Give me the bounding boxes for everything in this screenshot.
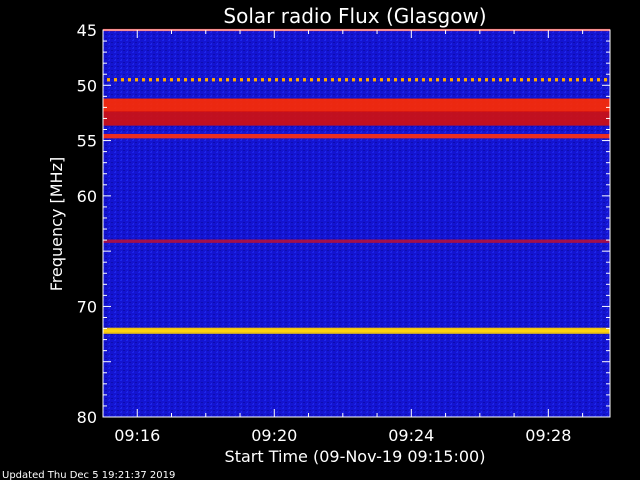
band-dash-1-10 (177, 78, 180, 82)
y-tick-label-2: 55 (77, 132, 97, 151)
band-dash-1-51 (464, 78, 467, 82)
band-dash-1-65 (562, 78, 565, 82)
band-dash-1-34 (345, 78, 348, 82)
plot-area (102, 28, 611, 418)
band-dash-1-31 (324, 78, 327, 82)
band-dash-1-16 (219, 78, 222, 82)
band-dash-1-62 (541, 78, 544, 82)
band-dash-1-14 (205, 78, 208, 82)
band-dash-1-40 (387, 78, 390, 82)
band-dash-1-3 (128, 78, 131, 82)
band-dash-1-5 (142, 78, 145, 82)
band-7 (103, 327, 610, 334)
x-tick-label-3: 09:28 (525, 426, 571, 445)
band-dash-1-66 (569, 78, 572, 82)
band-dash-1-15 (212, 78, 215, 82)
y-tick-label-7: 80 (77, 408, 97, 427)
y-tick-label-3: 60 (77, 187, 97, 206)
band-dash-1-29 (310, 78, 313, 82)
band-dash-1-39 (380, 78, 383, 82)
band-dash-1-47 (436, 78, 439, 82)
band-dash-1-1 (114, 78, 117, 82)
band-dash-1-26 (289, 78, 292, 82)
band-dash-1-52 (471, 78, 474, 82)
x-axis-label: Start Time (09-Nov-19 09:15:00) (225, 447, 486, 466)
band-dash-1-36 (359, 78, 362, 82)
band-dash-1-45 (422, 78, 425, 82)
band-dash-1-70 (597, 78, 600, 82)
band-dash-1-55 (492, 78, 495, 82)
band-dash-1-71 (604, 78, 607, 82)
band-dash-1-59 (520, 78, 523, 82)
band-dash-1-8 (163, 78, 166, 82)
band-dash-1-64 (555, 78, 558, 82)
band-dash-1-60 (527, 78, 530, 82)
band-dash-1-54 (485, 78, 488, 82)
band-5 (103, 239, 610, 243)
band-dash-1-37 (366, 78, 369, 82)
x-tick-label-2: 09:24 (388, 426, 434, 445)
band-dash-1-32 (331, 78, 334, 82)
band-dash-1-17 (226, 78, 229, 82)
band-dash-1-28 (303, 78, 306, 82)
band-dash-1-11 (184, 78, 187, 82)
band-dash-1-53 (478, 78, 481, 82)
spectrogram-background (103, 30, 610, 417)
band-dash-1-57 (506, 78, 509, 82)
band-dash-1-58 (513, 78, 516, 82)
band-dash-1-38 (373, 78, 376, 82)
y-axis-label: Frequency [MHz] (47, 157, 66, 291)
band-dash-1-13 (198, 78, 201, 82)
band-dash-1-56 (499, 78, 502, 82)
band-dash-1-2 (121, 78, 124, 82)
band-dash-1-0 (107, 78, 110, 82)
band-dash-1-18 (233, 78, 236, 82)
band-dash-1-23 (268, 78, 271, 82)
band-dash-1-4 (135, 78, 138, 82)
x-tick-labels: 09:16 09:20 09:24 09:28 (114, 426, 571, 445)
band-4 (103, 133, 610, 139)
y-tick-label-0: 45 (77, 21, 97, 40)
band-dash-1-50 (457, 78, 460, 82)
band-dash-1-27 (296, 78, 299, 82)
band-dash-1-20 (247, 78, 250, 82)
band-dash-1-22 (261, 78, 264, 82)
band-dash-1-41 (394, 78, 397, 82)
band-dash-1-61 (534, 78, 537, 82)
band-dash-1-30 (317, 78, 320, 82)
band-dash-1-49 (450, 78, 453, 82)
band-dash-1-44 (415, 78, 418, 82)
y-tick-label-5: 70 (77, 297, 97, 316)
frequency-bands (103, 28, 610, 334)
band-dash-1-48 (443, 78, 446, 82)
y-tick-label-1: 50 (77, 76, 97, 95)
band-dash-1-21 (254, 78, 257, 82)
band-dash-1-67 (576, 78, 579, 82)
chart-title: Solar radio Flux (Glasgow) (223, 4, 486, 28)
band-dash-1-33 (338, 78, 341, 82)
band-2 (103, 98, 610, 112)
band-dash-1-68 (583, 78, 586, 82)
band-dash-1-9 (170, 78, 173, 82)
band-dash-1-7 (156, 78, 159, 82)
plot-frame (102, 29, 611, 418)
updated-timestamp: Updated Thu Dec 5 19:21:37 2019 (2, 470, 175, 480)
y-tick-labels: 45 50 55 60 70 80 (77, 21, 97, 427)
band-dash-1-12 (191, 78, 194, 82)
axis-ticks (102, 29, 610, 418)
band-dash-1-19 (240, 78, 243, 82)
band-dash-1-63 (548, 78, 551, 82)
band-dash-1-69 (590, 78, 593, 82)
band-dash-1-43 (408, 78, 411, 82)
x-tick-label-0: 09:16 (114, 426, 160, 445)
band-dash-1-24 (275, 78, 278, 82)
band-dash-1-35 (352, 78, 355, 82)
band-dash-1-6 (149, 78, 152, 82)
x-tick-label-1: 09:20 (251, 426, 297, 445)
band-dash-1-25 (282, 78, 285, 82)
band-3 (103, 111, 610, 126)
band-dash-1-46 (429, 78, 432, 82)
band-dash-1-42 (401, 78, 404, 82)
